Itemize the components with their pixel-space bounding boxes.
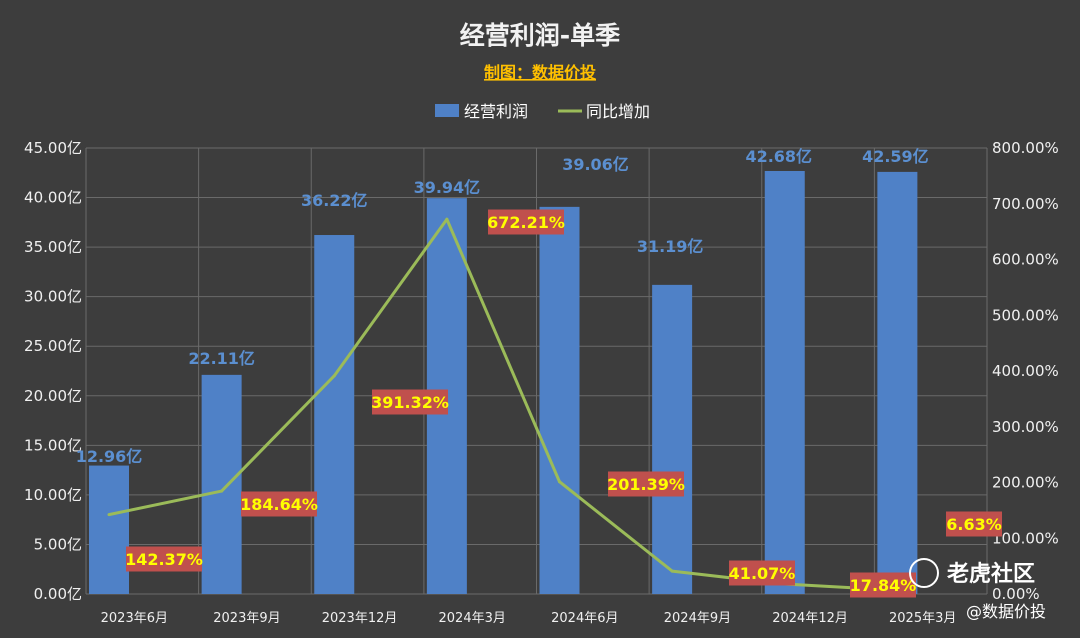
legend-label-bar: 经营利润: [464, 102, 528, 121]
watermark-handle: @数据价投: [966, 602, 1046, 621]
bar: [89, 465, 129, 594]
legend-swatch-bar: [435, 104, 459, 117]
chart-title: 经营利润-单季: [460, 21, 620, 50]
watermark-brand: 老虎社区: [946, 561, 1035, 587]
bar-value-label: 31.19亿: [637, 237, 704, 256]
line-point: [220, 489, 224, 493]
pct-value-label: 201.39%: [607, 475, 685, 494]
tiger-logo-icon: [909, 558, 939, 588]
bar-value-label: 36.22亿: [301, 191, 368, 210]
y-left-tick: 20.00亿: [24, 387, 82, 405]
bar: [652, 284, 693, 594]
y-left-tick: 45.00亿: [24, 139, 82, 157]
line-point: [445, 217, 449, 221]
bar-value-label: 12.96亿: [76, 447, 143, 466]
x-tick-label: 2025年3月: [889, 611, 956, 626]
x-tick-label: 2023年12月: [322, 611, 398, 626]
pct-label-box: [241, 491, 317, 517]
watermark: 老虎社区 @数据价投: [909, 558, 1046, 621]
bar: [201, 374, 242, 594]
legend: 经营利润 同比增加: [435, 102, 650, 121]
pct-value-label: 6.63%: [946, 515, 1002, 534]
y-left-tick: 5.00亿: [34, 535, 82, 553]
pct-value-label: 672.21%: [487, 213, 565, 232]
y-left-tick: 0.00亿: [34, 585, 82, 603]
line-point: [670, 569, 674, 573]
pct-value-label: 17.84%: [850, 576, 917, 595]
pct-label-box: [850, 572, 916, 598]
bar: [539, 206, 580, 594]
bar-value-label: 42.68亿: [745, 147, 812, 166]
y-left-tick: 25.00亿: [24, 337, 82, 355]
y-right-tick: 700.00%: [992, 195, 1059, 213]
y-right-tick: 0.00%: [992, 585, 1040, 603]
y-right-tick: 600.00%: [992, 251, 1059, 269]
bar: [314, 235, 355, 594]
x-tick-label: 2024年6月: [551, 611, 618, 626]
bar-value-label: 39.94亿: [414, 178, 481, 197]
bar-value-label: 22.11亿: [188, 349, 255, 368]
legend-label-line: 同比增加: [586, 102, 650, 121]
bar-data-labels: 12.96亿 22.11亿 36.22亿 39.94亿 39.06亿 31.19亿 42.6…: [76, 147, 929, 466]
line-point: [107, 513, 111, 517]
y-left-tick: 40.00亿: [24, 189, 82, 207]
x-tick-label: 2023年9月: [213, 611, 280, 626]
y-left-tick: 35.00亿: [24, 238, 82, 256]
pct-value-label: 142.37%: [125, 550, 203, 569]
pct-label-box: [488, 209, 564, 235]
chart-subtitle: 制图：数据价投: [484, 63, 596, 82]
y-right-tick: 300.00%: [992, 418, 1059, 436]
pct-label-box: [608, 471, 684, 497]
y-axis-left: 0.00亿 5.00亿 10.00亿 15.00亿 20.00亿 25.00亿 30.00亿…: [24, 139, 82, 603]
pct-label-box: [946, 511, 1002, 537]
y-right-tick: 200.00%: [992, 474, 1059, 492]
y-right-tick: 100.00%: [992, 529, 1059, 547]
pct-label-box: [729, 560, 795, 586]
y-right-tick: 800.00%: [992, 139, 1059, 157]
bar-value-label: 42.59亿: [862, 147, 929, 166]
bar-value-label: 39.06亿: [562, 155, 629, 174]
y-left-tick: 30.00亿: [24, 288, 82, 306]
pct-value-label: 184.64%: [240, 495, 318, 514]
line-point: [558, 480, 561, 484]
y-right-tick: 400.00%: [992, 362, 1059, 380]
y-left-tick: 10.00亿: [24, 486, 82, 504]
x-tick-label: 2024年12月: [772, 611, 848, 626]
x-tick-label: 2024年9月: [664, 611, 731, 626]
line-data-labels: 142.37% 184.64% 391.32% 672.21% 201.39% 41.07…: [125, 209, 1002, 598]
x-tick-label: 2023年6月: [101, 611, 168, 626]
pct-label-box: [126, 546, 202, 572]
line-point: [332, 374, 336, 378]
bar: [877, 171, 918, 594]
pct-label-box: [372, 389, 448, 415]
bar: [764, 170, 805, 594]
pct-value-label: 41.07%: [729, 564, 796, 583]
x-axis: 2023年6月 2023年9月 2023年12月 2024年3月 2024年6月 2024…: [101, 611, 957, 626]
y-right-tick: 500.00%: [992, 306, 1059, 324]
x-tick-label: 2024年3月: [439, 611, 506, 626]
y-axis-right: 0.00% 100.00% 200.00% 300.00% 400.00% 500.00%…: [992, 139, 1059, 603]
y-left-tick: 15.00亿: [24, 436, 82, 454]
pct-value-label: 391.32%: [371, 393, 449, 412]
